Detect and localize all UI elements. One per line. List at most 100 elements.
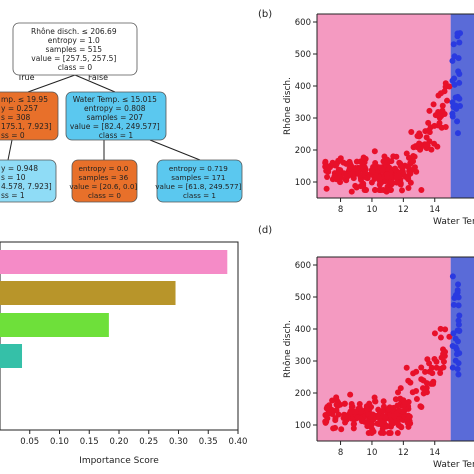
y-tick-label: 500 (295, 293, 311, 303)
tree-edge (149, 139, 201, 161)
scatter-point (360, 180, 367, 187)
scatter-point (450, 330, 457, 337)
scatter-point (340, 159, 347, 166)
scatter-point (456, 79, 463, 86)
scatter-point (329, 407, 336, 414)
scatter-point (452, 344, 459, 351)
y-tick-label: 200 (295, 389, 311, 399)
scatter-point (450, 41, 457, 48)
scatter-point (413, 396, 420, 403)
scatter-point (450, 104, 457, 111)
scatter-point (369, 168, 376, 175)
scatter-point (322, 412, 329, 419)
tree-edge-true (27, 74, 76, 93)
scatter-point (413, 368, 420, 375)
x-tick-label: 8 (338, 448, 343, 458)
scatter-point (455, 371, 462, 378)
y-tick-label: 300 (295, 357, 311, 367)
scatter-point (454, 30, 461, 37)
scatter-point (407, 379, 414, 386)
scatter-point (454, 130, 461, 137)
scatter-point (423, 134, 430, 141)
scatter-point (428, 146, 435, 153)
tree-right-node (65, 91, 167, 141)
scatter-point (449, 99, 456, 106)
scatter-point (333, 394, 340, 401)
scatter-point (413, 168, 420, 175)
scatter-point (348, 188, 355, 195)
scatter-point (418, 376, 425, 383)
scatter-point (449, 364, 456, 371)
scatter-point (431, 122, 438, 129)
panel-label-d: (d) (258, 225, 272, 236)
scatter-point (449, 77, 456, 84)
tree-edge (7, 139, 13, 161)
importance-bar (0, 313, 109, 337)
scatter-point (403, 150, 410, 157)
scatter-point (451, 53, 458, 60)
scatter-point (385, 406, 392, 413)
scatter-point (350, 425, 357, 432)
scatter-point (392, 166, 399, 173)
scatter-point (438, 124, 445, 131)
tree-leaf-rl-text: entropy = 0.0 samples = 36 value = [20.6… (69, 164, 139, 200)
scatter-point (454, 366, 461, 373)
scatter-point (397, 163, 404, 170)
scatter-point (402, 173, 409, 180)
scatter-point (389, 179, 396, 186)
scatter-point (446, 333, 453, 340)
scatter-point (375, 406, 382, 413)
scatter-point (362, 155, 369, 162)
scatter-point (405, 185, 412, 192)
x-tick-label: 12 (398, 205, 409, 215)
importance-bar (0, 344, 23, 368)
scatter-point (425, 119, 432, 126)
scatter-point (351, 420, 358, 427)
scatter-point (437, 325, 444, 332)
scatter-point (337, 155, 344, 162)
tree-edge-false-label: False (88, 73, 108, 82)
y-tick-label: 400 (295, 325, 311, 335)
x-tick-label: 0.10 (50, 437, 69, 447)
importance-bar (0, 281, 176, 305)
scatter-point (456, 95, 463, 102)
scatter-point (416, 133, 423, 140)
scatter-point (366, 400, 373, 407)
scatter-point (426, 129, 433, 136)
scatter-point (410, 153, 417, 160)
scatter-point (367, 411, 374, 418)
class-1-region (450, 257, 474, 441)
scatter-point (333, 176, 340, 183)
tree-edge-true-label: True (17, 73, 35, 82)
scatter-point (380, 187, 387, 193)
scatter-point (434, 143, 441, 150)
scatter-point (324, 174, 331, 181)
scatter-point (383, 423, 390, 430)
scatter-point (341, 400, 348, 407)
scatter-point (368, 179, 375, 186)
scatter-point (380, 430, 387, 436)
x-tick-label: 14 (429, 448, 440, 458)
scatter-point (438, 113, 445, 120)
scatter-point (455, 281, 462, 288)
scatter-point (403, 364, 410, 371)
decision-tree: True False Rhône disch. ≤ 206.69 entropy… (0, 22, 243, 203)
scatter-point (372, 398, 379, 405)
tree-left-node (0, 91, 59, 141)
y-tick-label: 500 (295, 50, 311, 60)
scatter-point (449, 57, 456, 64)
scatter-point (454, 287, 461, 294)
tree-leaf-rr-text: entropy = 0.719 samples = 171 value = [6… (155, 164, 243, 200)
tree-root-node (12, 22, 138, 76)
scatter-point (325, 168, 332, 175)
scatter-points (322, 273, 463, 436)
scatter-point (426, 107, 433, 114)
scatter-point (346, 165, 353, 172)
scatter-point (444, 97, 451, 104)
scatter-point (449, 110, 456, 117)
scatter-point (416, 140, 423, 147)
scatter-point (442, 83, 449, 90)
scatter-point (341, 171, 348, 178)
scatter-point (442, 348, 449, 355)
x-tick-label: 14 (429, 205, 440, 215)
